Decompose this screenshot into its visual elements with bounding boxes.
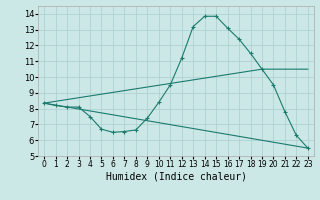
X-axis label: Humidex (Indice chaleur): Humidex (Indice chaleur) — [106, 172, 246, 182]
